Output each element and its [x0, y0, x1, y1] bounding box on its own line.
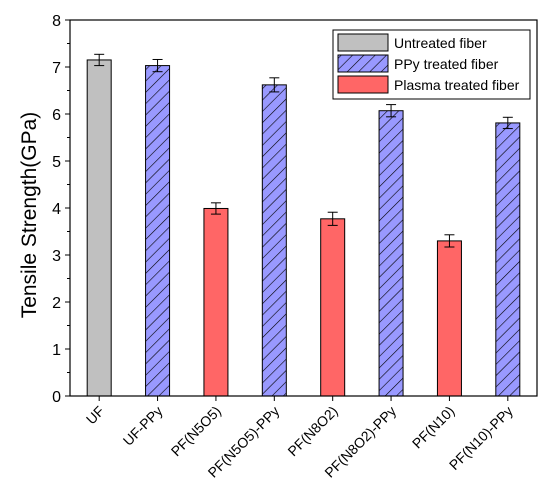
bars-layer — [86, 53, 521, 397]
legend-swatch-ppy — [337, 54, 389, 73]
legend-label-untreated: Untreated fiber — [394, 35, 487, 51]
x-tick-label-UF-PPy: UF-PPy — [120, 403, 166, 449]
bar-PF(N8O2) — [320, 218, 346, 397]
y-tick-label-4: 4 — [52, 201, 61, 218]
y-tick-label-8: 8 — [52, 13, 61, 30]
bar-PF(N5O5) — [203, 207, 229, 397]
bar-PF(N10) — [436, 240, 462, 397]
x-tick-label-PF(N5O5): PF(N5O5) — [168, 403, 224, 459]
y-tick-label-3: 3 — [52, 248, 61, 265]
x-tick-label-PF(N8O2): PF(N8O2) — [284, 403, 340, 459]
bar-PF(N10)-PPy — [495, 122, 521, 397]
y-tick-label-7: 7 — [52, 60, 61, 77]
bar-PF(N8O2)-PPy — [378, 110, 404, 397]
legend-label-ppy: PPy treated fiber — [394, 56, 499, 72]
x-tick-label-UF: UF — [83, 403, 108, 428]
y-tick-label-0: 0 — [52, 389, 61, 406]
y-tick-label-2: 2 — [52, 295, 61, 312]
legend-label-plasma: Plasma treated fiber — [394, 77, 520, 93]
legend: Untreated fiber PPy treated fiber Plasma t… — [332, 29, 531, 100]
x-tick-label-PF(N10): PF(N10) — [409, 403, 458, 452]
y-axis-label: Tensile Strength(GPa) — [18, 112, 41, 319]
legend-swatch-plasma — [337, 75, 389, 94]
bar-UF-PPy — [145, 65, 171, 397]
bar-UF — [86, 59, 112, 397]
y-tick-label-6: 6 — [52, 107, 61, 124]
bar-PF(N5O5)-PPy — [261, 84, 287, 397]
legend-swatch-untreated — [337, 33, 389, 52]
y-tick-label-1: 1 — [52, 342, 61, 359]
y-tick-label-5: 5 — [52, 154, 61, 171]
